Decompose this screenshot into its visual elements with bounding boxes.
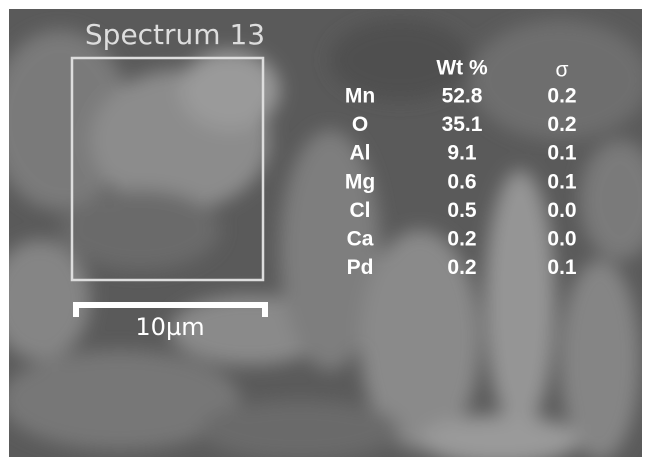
element: Al xyxy=(350,142,371,165)
header-sigma: σ xyxy=(556,59,569,82)
weight-percent: 0.6 xyxy=(447,170,476,193)
sigma: 0.2 xyxy=(547,85,576,108)
micrograph: Spectrum 13 10µm Wt % σ Mn 52.8 0.2 O 35.1 0.… xyxy=(0,0,651,466)
sigma: 0.1 xyxy=(547,142,577,165)
element: Cl xyxy=(350,199,371,222)
element: Ca xyxy=(347,228,374,251)
header-wt: Wt % xyxy=(436,57,488,80)
scale-bar-label: 10µm xyxy=(135,313,204,341)
spectrum-label: Spectrum 13 xyxy=(85,18,265,51)
weight-percent: 0.2 xyxy=(447,256,476,279)
sigma: 0.1 xyxy=(547,170,577,193)
weight-percent: 0.5 xyxy=(447,199,477,222)
element: Mg xyxy=(345,170,375,193)
weight-percent: 0.2 xyxy=(447,228,476,251)
element: O xyxy=(352,113,368,136)
element: Mn xyxy=(345,85,375,108)
weight-percent: 35.1 xyxy=(442,113,483,136)
sigma: 0.2 xyxy=(547,113,576,136)
sigma: 0.1 xyxy=(547,256,577,279)
weight-percent: 9.1 xyxy=(447,142,477,165)
sigma: 0.0 xyxy=(547,228,576,251)
element: Pd xyxy=(347,256,374,279)
sigma: 0.0 xyxy=(547,199,576,222)
weight-percent: 52.8 xyxy=(442,85,483,108)
